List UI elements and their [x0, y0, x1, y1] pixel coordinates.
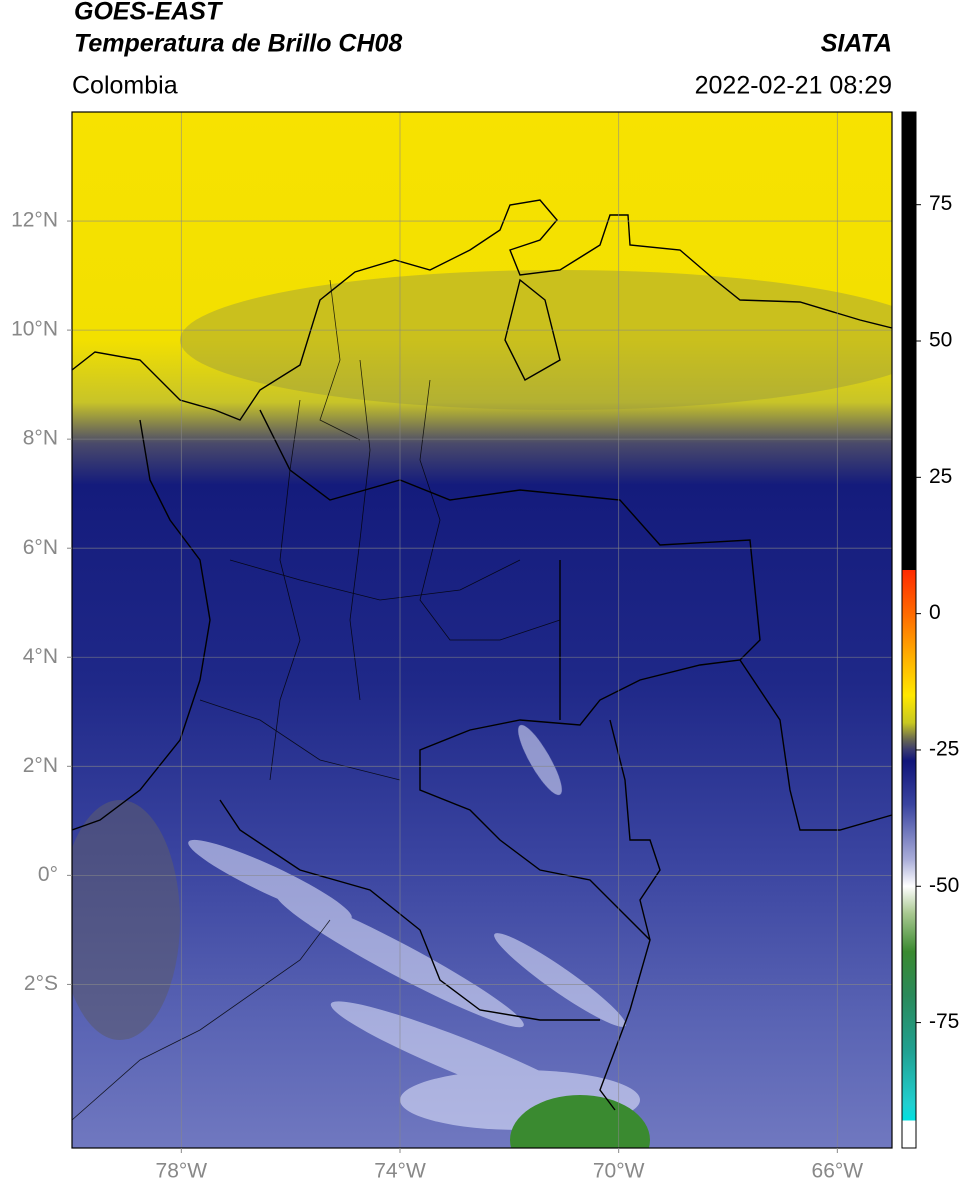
title: Temperatura de Brillo CH08	[74, 30, 402, 58]
colorbar-tick-label: -25	[929, 738, 959, 761]
colorbar-tick-label: -50	[929, 874, 959, 897]
title: GOES-EAST	[74, 0, 224, 26]
y-tick-label: 6°N	[23, 536, 58, 559]
y-tick-label: 0°	[38, 863, 58, 886]
colorbar-tick-label: -75	[929, 1010, 959, 1033]
x-tick-label: 78°W	[156, 1160, 208, 1183]
source: SIATA	[821, 30, 892, 58]
x-tick-label: 74°W	[374, 1160, 426, 1183]
colorbar-tick-label: 50	[929, 329, 952, 352]
x-tick-label: 70°W	[593, 1160, 645, 1183]
y-tick-label: 10°N	[11, 318, 58, 341]
y-tick-label: 4°N	[23, 645, 58, 668]
colorbar	[901, 111, 917, 1149]
map-frame	[71, 111, 893, 1149]
y-tick-label: 2°S	[24, 972, 58, 995]
y-tick-label: 2°N	[23, 754, 58, 777]
colorbar-tick-label: 25	[929, 465, 952, 488]
datetime: 2022-02-21 08:29	[695, 72, 892, 100]
region: Colombia	[72, 72, 178, 100]
colorbar-tick-label: 0	[929, 601, 941, 624]
colorbar-tick-label: 75	[929, 192, 952, 215]
x-tick-label: 66°W	[812, 1160, 864, 1183]
map-image	[72, 112, 892, 1148]
y-tick-label: 12°N	[11, 209, 58, 232]
y-tick-label: 8°N	[23, 427, 58, 450]
